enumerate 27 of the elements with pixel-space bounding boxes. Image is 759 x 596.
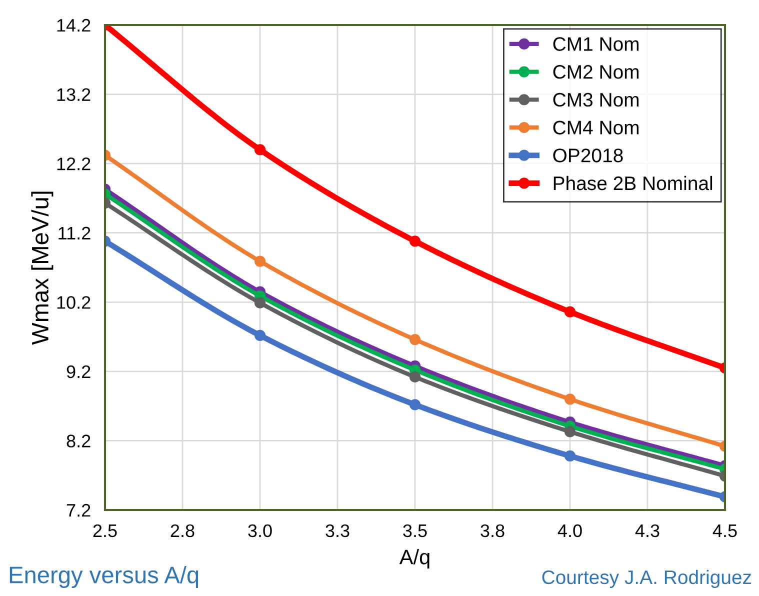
x-tick-label: 3.3 xyxy=(326,524,350,538)
x-tick-label: 4.0 xyxy=(558,524,582,538)
x-tick-label: 3.0 xyxy=(248,524,272,538)
y-tick-label: 12.2 xyxy=(57,158,90,170)
y-tick-label: 8.2 xyxy=(66,434,90,448)
y-tick-label: 10.2 xyxy=(57,296,90,309)
legend-label: OP2018 xyxy=(553,148,623,162)
x-tick-label: 2.5 xyxy=(93,524,117,538)
text: Courtesy J.A. Rodriguez xyxy=(542,570,752,588)
x-tick-label: 3.5 xyxy=(403,524,427,538)
legend-label: CM4 Nom xyxy=(553,120,639,134)
legend-label: CM3 Nom xyxy=(553,92,639,107)
y-tick-label: 14.2 xyxy=(57,18,90,32)
x-axis-title: A/q xyxy=(399,549,430,568)
y-axis-title: Wmax [MeV/u] xyxy=(31,192,54,345)
y-tick-label: 13.2 xyxy=(57,88,90,102)
x-tick-label: 4.3 xyxy=(635,524,660,538)
text: Energy versus A/q xyxy=(10,566,198,588)
x-tick-label: 2.8 xyxy=(170,524,194,538)
y-tick-label: 11.2 xyxy=(58,226,90,240)
y-tick-label: 7.2 xyxy=(66,504,90,517)
legend-label: Phase 2B Nominal xyxy=(554,176,712,190)
legend-label: CM1 Nom xyxy=(553,37,639,51)
legend-label: CM2 Nom xyxy=(553,65,639,79)
x-tick-label: 4.5 xyxy=(712,524,737,538)
y-tick-label: 9.2 xyxy=(66,365,90,378)
x-tick-label: 3.8 xyxy=(480,524,504,538)
